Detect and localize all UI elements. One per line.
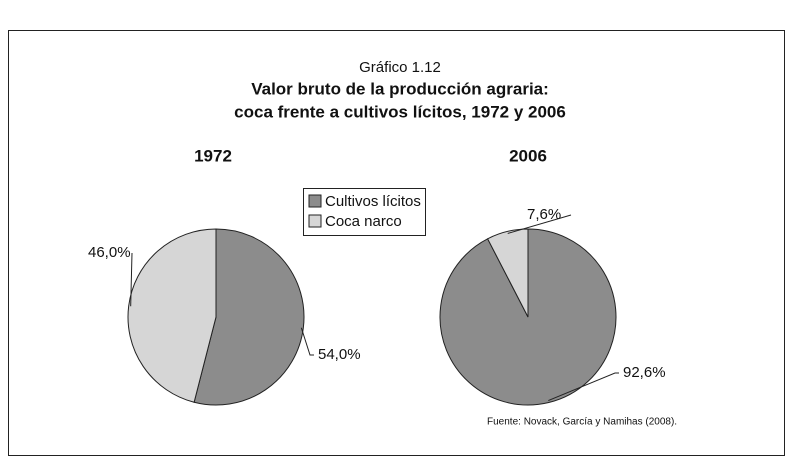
leader-line bbox=[130, 252, 133, 307]
data-label: 54,0% bbox=[318, 346, 361, 363]
chart-title: coca frente a cultivos lícitos, 1972 y 2… bbox=[234, 102, 566, 121]
chart-kicker: Gráfico 1.12 bbox=[359, 59, 441, 76]
legend-swatch bbox=[308, 214, 322, 228]
pie-slice bbox=[486, 228, 529, 318]
legend-label: Cultivos lícitos bbox=[325, 193, 421, 210]
data-label: 7,6% bbox=[527, 206, 561, 223]
pie-slice bbox=[127, 228, 217, 403]
pie-slice bbox=[193, 228, 305, 406]
pie-title: 1972 bbox=[194, 146, 232, 165]
leader-line bbox=[300, 327, 314, 356]
data-label: 92,6% bbox=[623, 364, 666, 381]
chart-title: Valor bruto de la producción agraria: bbox=[251, 79, 549, 98]
legend-swatch bbox=[308, 194, 322, 208]
legend-box bbox=[303, 188, 426, 236]
source: Fuente: Novack, García y Namihas (2008). bbox=[487, 417, 677, 428]
legend-label: Coca narco bbox=[325, 213, 402, 230]
pie-title: 2006 bbox=[509, 146, 547, 165]
data-label: 46,0% bbox=[88, 244, 131, 261]
leader-line bbox=[507, 214, 572, 234]
leader-line bbox=[548, 372, 619, 402]
frame bbox=[8, 30, 785, 456]
